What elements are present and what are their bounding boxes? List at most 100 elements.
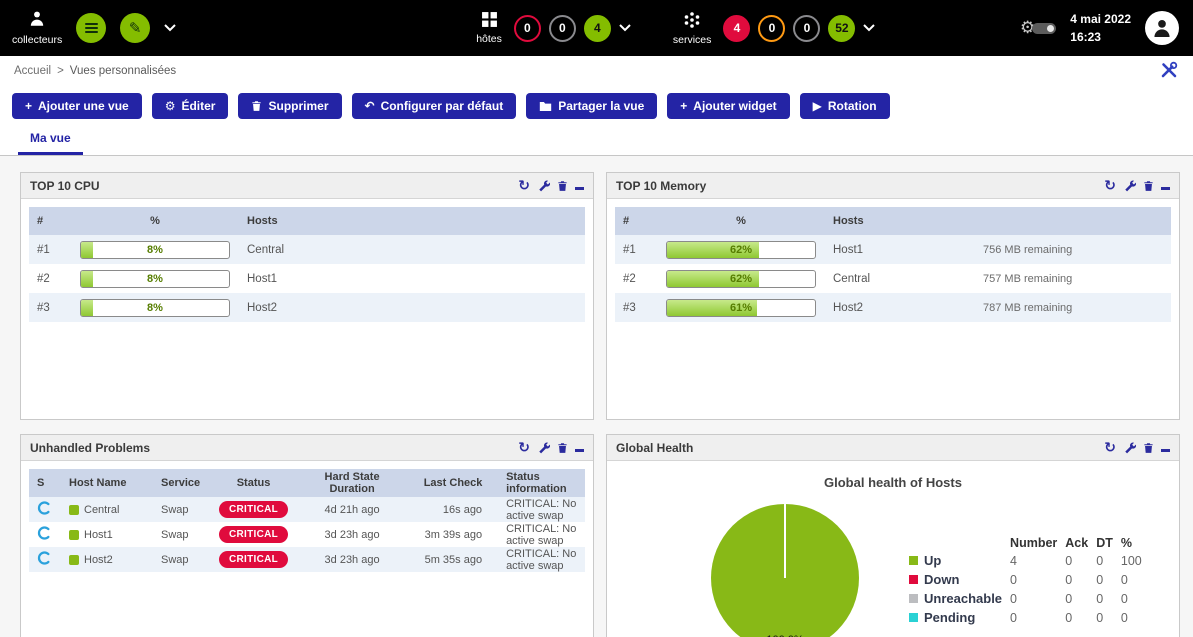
set-default-button[interactable]: ↶ Configurer par défaut	[351, 93, 517, 119]
widget-title: TOP 10 Memory	[616, 178, 707, 193]
rank-cell: #2	[37, 272, 50, 285]
host-link[interactable]: Host2	[84, 553, 113, 566]
rank-cell: #1	[623, 243, 636, 256]
refresh-icon[interactable]: ↻	[518, 439, 530, 455]
widget-title: Global Health	[616, 440, 694, 455]
legend-row: Unreachable 0 0 0 0	[905, 589, 1146, 608]
service-cell[interactable]: Swap	[161, 503, 189, 516]
service-cell[interactable]: Swap	[161, 528, 189, 541]
pollers-chevron-down-icon[interactable]	[164, 21, 176, 35]
collectors-menu[interactable]: collecteurs	[12, 10, 62, 46]
host-cell[interactable]: Host2	[833, 301, 864, 314]
table-row: #3 8% Host2	[29, 293, 585, 322]
minimize-icon[interactable]	[575, 449, 584, 452]
services-ok-counter[interactable]: 52	[828, 14, 856, 42]
rank-cell: #3	[623, 301, 636, 314]
host-link[interactable]: Host1	[84, 528, 113, 541]
widget-global-health: Global Health ↻ Global health of Hosts 1…	[606, 434, 1180, 637]
centreon-service-icon[interactable]	[37, 526, 51, 543]
status-badge: CRITICAL	[219, 501, 289, 518]
column-header: Status information	[498, 469, 585, 497]
legend-swatch-down	[909, 575, 918, 584]
service-cell[interactable]: Swap	[161, 553, 189, 566]
minimize-icon[interactable]	[1161, 449, 1170, 452]
hosts-unreachable-counter[interactable]: 0	[548, 14, 576, 42]
memory-progress-bar: 61%	[666, 298, 816, 317]
rotation-button[interactable]: ▶ Rotation	[799, 93, 890, 119]
host-cell[interactable]: Central	[833, 272, 871, 285]
services-chevron-down-icon[interactable]	[863, 21, 876, 35]
last-check-cell: 16s ago	[442, 503, 483, 516]
settings-toggle[interactable]: ⚙	[1020, 18, 1057, 38]
top-memory-table: # % Hosts #1 62% Host1 756 MB remaining …	[615, 207, 1171, 322]
hosts-health-pie-chart: 100.0%	[711, 504, 859, 637]
trash-icon[interactable]	[557, 442, 568, 454]
hosts-chevron-down-icon[interactable]	[619, 21, 631, 35]
gear-icon: ⚙	[1020, 18, 1036, 37]
chart-title: Global health of Hosts	[824, 475, 962, 490]
host-cell[interactable]: Host2	[247, 301, 278, 314]
hosts-down-counter[interactable]: 0	[513, 14, 541, 42]
wrench-icon[interactable]	[537, 179, 550, 192]
edit-view-button[interactable]: ⚙ Éditer	[151, 93, 229, 119]
host-cell[interactable]: Central	[247, 243, 285, 256]
tools-icon[interactable]	[1159, 60, 1179, 83]
column-header	[975, 207, 1171, 235]
services-unknown-counter[interactable]: 0	[793, 14, 821, 42]
undo-arrow-icon: ↶	[364, 99, 375, 113]
delete-view-button[interactable]: Supprimer	[238, 93, 342, 119]
host-link[interactable]: Central	[84, 503, 120, 516]
services-warning-counter[interactable]: 0	[758, 14, 786, 42]
trash-icon[interactable]	[1143, 442, 1154, 454]
host-cell[interactable]: Host1	[833, 243, 864, 256]
centreon-service-icon[interactable]	[37, 501, 51, 518]
trash-icon[interactable]	[1143, 180, 1154, 192]
wrench-icon[interactable]	[537, 441, 550, 454]
column-header: #	[615, 207, 657, 235]
services-menu[interactable]: services	[673, 11, 711, 46]
share-view-button[interactable]: Partager la vue	[526, 93, 658, 119]
legend-row: Pending 0 0 0 0	[905, 608, 1146, 627]
hosts-menu[interactable]: hôtes	[476, 11, 502, 45]
centreon-service-icon[interactable]	[37, 551, 51, 568]
status-info-cell: CRITICAL: No active swap	[506, 547, 577, 572]
widget-top-cpu: TOP 10 CPU ↻ # % Hosts #1 8%	[20, 172, 594, 420]
wrench-icon[interactable]	[1123, 441, 1136, 454]
table-row: Host2 Swap CRITICAL 3d 23h ago 5m 35s ag…	[29, 547, 585, 572]
status-badge: CRITICAL	[219, 551, 289, 568]
add-view-button[interactable]: + Ajouter une vue	[12, 93, 142, 119]
refresh-icon[interactable]: ↻	[1104, 439, 1116, 455]
problems-table: S Host Name Service Status Hard State Du…	[29, 469, 585, 572]
poller-configure-button[interactable]: ✎	[120, 13, 151, 43]
services-icon	[683, 11, 701, 32]
trash-icon[interactable]	[557, 180, 568, 192]
refresh-icon[interactable]: ↻	[1104, 177, 1116, 193]
minimize-icon[interactable]	[1161, 187, 1170, 190]
refresh-icon[interactable]: ↻	[518, 177, 530, 193]
services-critical-counter[interactable]: 4	[723, 14, 751, 42]
legend-swatch-up	[909, 556, 918, 565]
last-check-cell: 3m 39s ago	[424, 528, 483, 541]
user-avatar[interactable]	[1145, 11, 1179, 45]
legend-header: Number	[1010, 535, 1058, 550]
hosts-status-group: hôtes 0 0 4	[476, 11, 631, 45]
minimize-icon[interactable]	[575, 187, 584, 190]
poller-list-button[interactable]	[76, 13, 107, 43]
views-tabbar: Ma vue	[0, 126, 1193, 156]
rank-cell: #1	[37, 243, 50, 256]
wrench-icon[interactable]	[1123, 179, 1136, 192]
hosts-up-counter[interactable]: 4	[583, 14, 611, 42]
status-badge: CRITICAL	[219, 526, 289, 543]
table-row: #2 62% Central 757 MB remaining	[615, 264, 1171, 293]
memory-progress-bar: 62%	[666, 269, 816, 288]
column-header: Service	[153, 469, 211, 497]
breadcrumb-home[interactable]: Accueil	[14, 65, 52, 77]
remaining-cell: 787 MB remaining	[983, 301, 1073, 314]
breadcrumb-separator: >	[57, 65, 64, 77]
legend-header: Ack	[1065, 535, 1089, 550]
folder-icon	[539, 101, 552, 112]
duration-cell: 3d 23h ago	[324, 553, 380, 566]
host-cell[interactable]: Host1	[247, 272, 278, 285]
tab-ma-vue[interactable]: Ma vue	[18, 125, 83, 155]
add-widget-button[interactable]: + Ajouter widget	[667, 93, 790, 119]
